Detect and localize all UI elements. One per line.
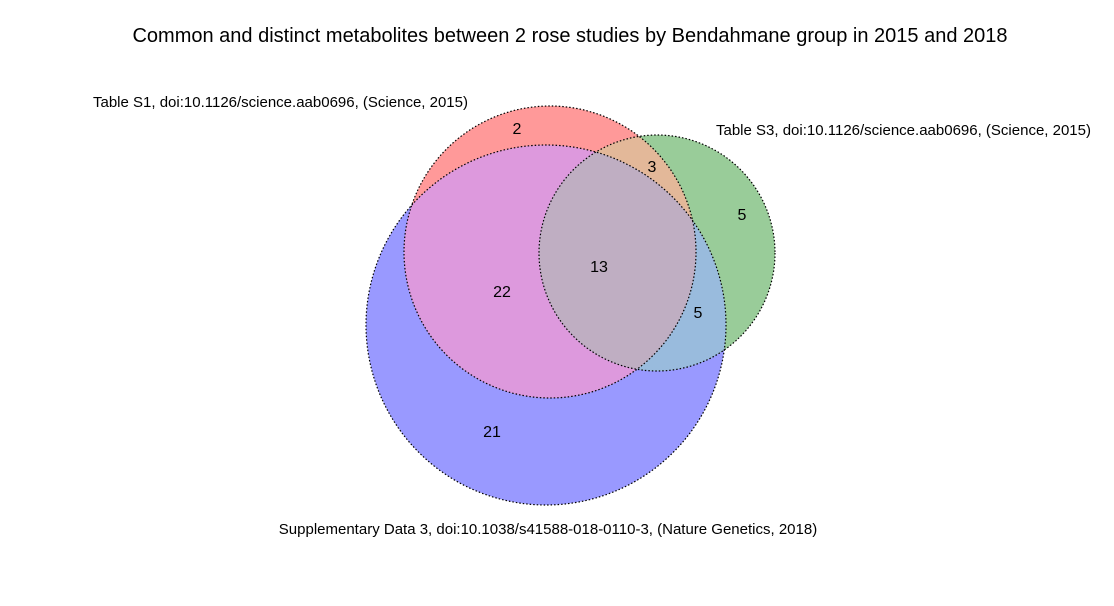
outline-table-s1 — [403, 105, 697, 399]
set-label-table-s1: Table S1, doi:10.1126/science.aab0696, (… — [93, 94, 468, 111]
set-label-table-s3: Table S3, doi:10.1126/science.aab0696, (… — [716, 122, 1091, 139]
outline-table-s3 — [538, 134, 776, 372]
region-count-s1-only: 2 — [513, 121, 522, 138]
region-count-sd3-only: 21 — [483, 424, 501, 441]
region-count-s3-sd3: 5 — [694, 305, 703, 322]
diagram-title: Common and distinct metabolites between … — [132, 25, 1007, 47]
region-count-all-three: 13 — [590, 259, 608, 276]
region-count-s1-sd3: 22 — [493, 284, 511, 301]
outline-supplementary-data-3 — [365, 144, 727, 506]
set-label-supplementary-data-3: Supplementary Data 3, doi:10.1038/s41588… — [279, 521, 817, 538]
region-count-s3-only: 5 — [738, 207, 747, 224]
region-count-s1-s3: 3 — [648, 159, 657, 176]
